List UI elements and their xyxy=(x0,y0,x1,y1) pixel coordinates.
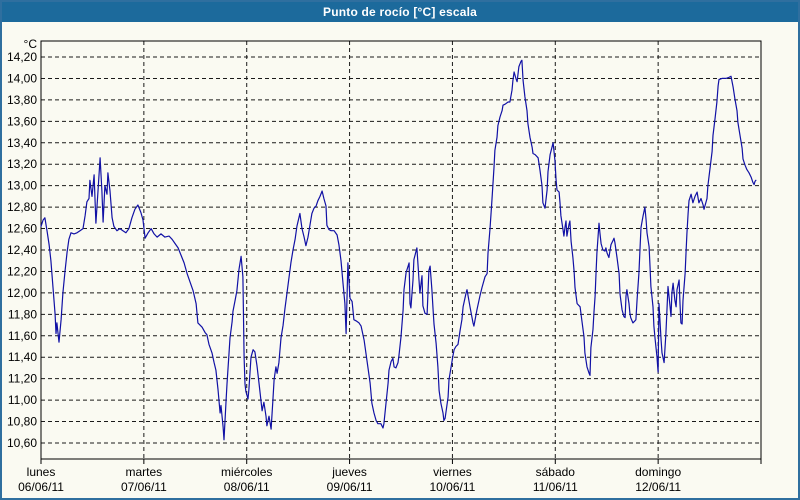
y-tick-label: 10,80 xyxy=(7,415,37,429)
window-title: Punto de rocío [°C] escala xyxy=(322,5,478,19)
y-tick-label: 14,20 xyxy=(7,50,37,64)
y-tick-label: 12,00 xyxy=(7,286,37,300)
day-name-label: miércoles xyxy=(221,465,272,479)
day-date-label: 11/06/11 xyxy=(533,480,578,494)
y-tick-label: 13,00 xyxy=(7,179,37,193)
y-tick-label: 11,20 xyxy=(8,372,37,386)
day-date-label: 07/06/11 xyxy=(121,480,167,494)
day-name-label: martes xyxy=(126,465,163,479)
day-name-label: lunes xyxy=(27,465,56,479)
day-name-label: viernes xyxy=(433,465,472,479)
y-tick-label: 11,00 xyxy=(8,393,37,407)
plot-frame xyxy=(40,40,762,460)
y-tick-label: 13,80 xyxy=(7,93,37,107)
gridlines xyxy=(41,41,761,459)
y-tick-label: 12,40 xyxy=(7,243,37,257)
day-date-label: 10/06/11 xyxy=(430,480,476,494)
y-tick-label: 12,20 xyxy=(7,264,37,278)
y-axis-unit-label: °C xyxy=(24,37,38,51)
y-tick-label: 11,40 xyxy=(8,350,37,364)
day-date-label: 08/06/11 xyxy=(224,480,270,494)
y-tick-label: 13,40 xyxy=(7,136,37,150)
day-name-label: jueves xyxy=(331,465,367,479)
dew-point-series-line xyxy=(40,59,757,441)
y-tick-label: 12,60 xyxy=(7,222,37,236)
y-tick-label: 13,20 xyxy=(7,157,37,171)
y-tick-label: 14,00 xyxy=(7,71,37,85)
day-name-label: domingo xyxy=(635,465,681,479)
day-name-label: sábado xyxy=(536,465,576,479)
y-tick-label: 12,80 xyxy=(7,200,37,214)
title-bar: Punto de rocío [°C] escala xyxy=(2,2,798,22)
y-tick-label: 11,80 xyxy=(8,307,37,321)
axes xyxy=(40,459,762,464)
axis-labels: 14,20 14,00 13,80 13,60 13,40 13,20 13,00 12,80… xyxy=(7,37,682,494)
y-tick-label: 11,60 xyxy=(8,329,37,343)
day-date-label: 06/06/11 xyxy=(18,480,64,494)
day-date-label: 09/06/11 xyxy=(327,480,373,494)
y-tick-label: 10,60 xyxy=(7,436,37,450)
y-tick-label: 13,60 xyxy=(7,114,37,128)
day-date-label: 12/06/11 xyxy=(635,480,681,494)
